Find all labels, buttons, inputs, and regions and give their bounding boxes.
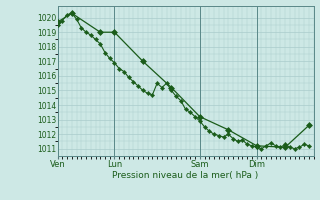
X-axis label: Pression niveau de la mer( hPa ): Pression niveau de la mer( hPa ) — [112, 171, 259, 180]
